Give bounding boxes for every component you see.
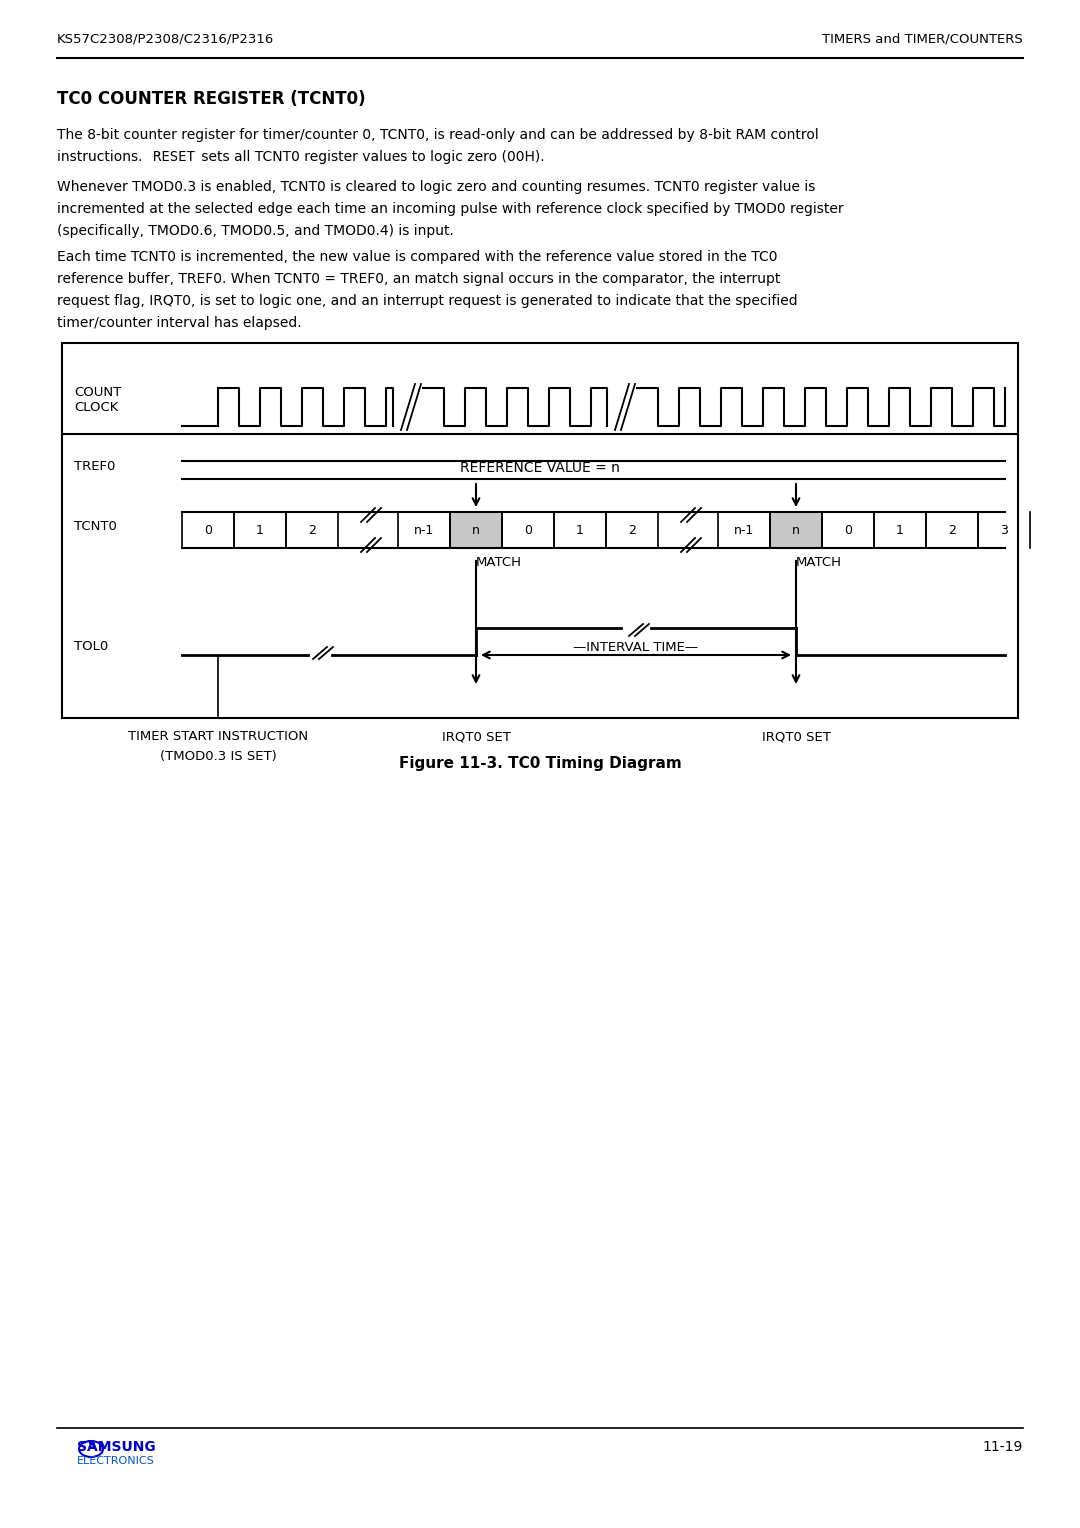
Text: ELECTRONICS: ELECTRONICS — [77, 1456, 154, 1465]
Text: instructions.: instructions. — [57, 150, 147, 163]
Text: incremented at the selected edge each time an incoming pulse with reference cloc: incremented at the selected edge each ti… — [57, 202, 843, 215]
Text: sets all TCNT0 register values to logic zero (00H).: sets all TCNT0 register values to logic … — [197, 150, 544, 163]
Bar — [770, 512, 822, 549]
Text: n: n — [472, 524, 480, 536]
Text: request flag, IRQT0, is set to logic one, and an interrupt request is generated : request flag, IRQT0, is set to logic one… — [57, 293, 798, 309]
Text: TCNT0: TCNT0 — [75, 520, 117, 532]
Text: 11-19: 11-19 — [983, 1439, 1023, 1455]
Text: Each time TCNT0 is incremented, the new value is compared with the reference val: Each time TCNT0 is incremented, the new … — [57, 251, 778, 264]
Ellipse shape — [79, 1441, 103, 1458]
Text: Figure 11-3. TC0 Timing Diagram: Figure 11-3. TC0 Timing Diagram — [399, 756, 681, 772]
Text: Whenever TMOD0.3 is enabled, TCNT0 is cleared to logic zero and counting resumes: Whenever TMOD0.3 is enabled, TCNT0 is cl… — [57, 180, 815, 194]
Text: TOL0: TOL0 — [75, 640, 108, 652]
Text: —INTERVAL TIME—: —INTERVAL TIME— — [573, 642, 699, 654]
Text: TIMER START INSTRUCTION: TIMER START INSTRUCTION — [127, 730, 308, 743]
Text: 0: 0 — [843, 524, 852, 536]
Text: TC0 COUNTER REGISTER (TCNT0): TC0 COUNTER REGISTER (TCNT0) — [57, 90, 366, 108]
Text: 0: 0 — [204, 524, 212, 536]
Text: 2: 2 — [308, 524, 316, 536]
Text: n-1: n-1 — [734, 524, 754, 536]
Text: TIMERS and TIMER/COUNTERS: TIMERS and TIMER/COUNTERS — [822, 34, 1023, 46]
Text: MATCH: MATCH — [796, 556, 842, 568]
Text: TREF0: TREF0 — [75, 460, 116, 472]
Text: (specifically, TMOD0.6, TMOD0.5, and TMOD0.4) is input.: (specifically, TMOD0.6, TMOD0.5, and TMO… — [57, 225, 454, 238]
Text: COUNT
CLOCK: COUNT CLOCK — [75, 387, 121, 414]
Text: S: S — [87, 1439, 95, 1450]
Bar — [62, 342, 1018, 718]
Text: 1: 1 — [256, 524, 264, 536]
Text: IRQT0 SET: IRQT0 SET — [442, 730, 511, 743]
Bar — [450, 512, 502, 549]
Text: KS57C2308/P2308/C2316/P2316: KS57C2308/P2308/C2316/P2316 — [57, 34, 274, 46]
Text: 3: 3 — [1000, 524, 1008, 536]
Text: (TMOD0.3 IS SET): (TMOD0.3 IS SET) — [160, 750, 276, 762]
Text: SAMSUNG: SAMSUNG — [77, 1439, 156, 1455]
Text: 1: 1 — [576, 524, 584, 536]
Text: IRQT0 SET: IRQT0 SET — [761, 730, 831, 743]
Text: 0: 0 — [524, 524, 532, 536]
Text: 2: 2 — [629, 524, 636, 536]
Text: The 8-bit counter register for timer/counter 0, TCNT0, is read-only and can be a: The 8-bit counter register for timer/cou… — [57, 128, 819, 142]
Text: n-1: n-1 — [414, 524, 434, 536]
Text: RESET: RESET — [153, 150, 194, 163]
Text: n: n — [792, 524, 800, 536]
Text: timer/counter interval has elapsed.: timer/counter interval has elapsed. — [57, 316, 301, 330]
Text: 2: 2 — [948, 524, 956, 536]
Text: REFERENCE VALUE = n: REFERENCE VALUE = n — [460, 461, 620, 475]
Text: 1: 1 — [896, 524, 904, 536]
Text: MATCH: MATCH — [476, 556, 522, 568]
Text: reference buffer, TREF0. When TCNT0 = TREF0, an match signal occurs in the compa: reference buffer, TREF0. When TCNT0 = TR… — [57, 272, 781, 286]
